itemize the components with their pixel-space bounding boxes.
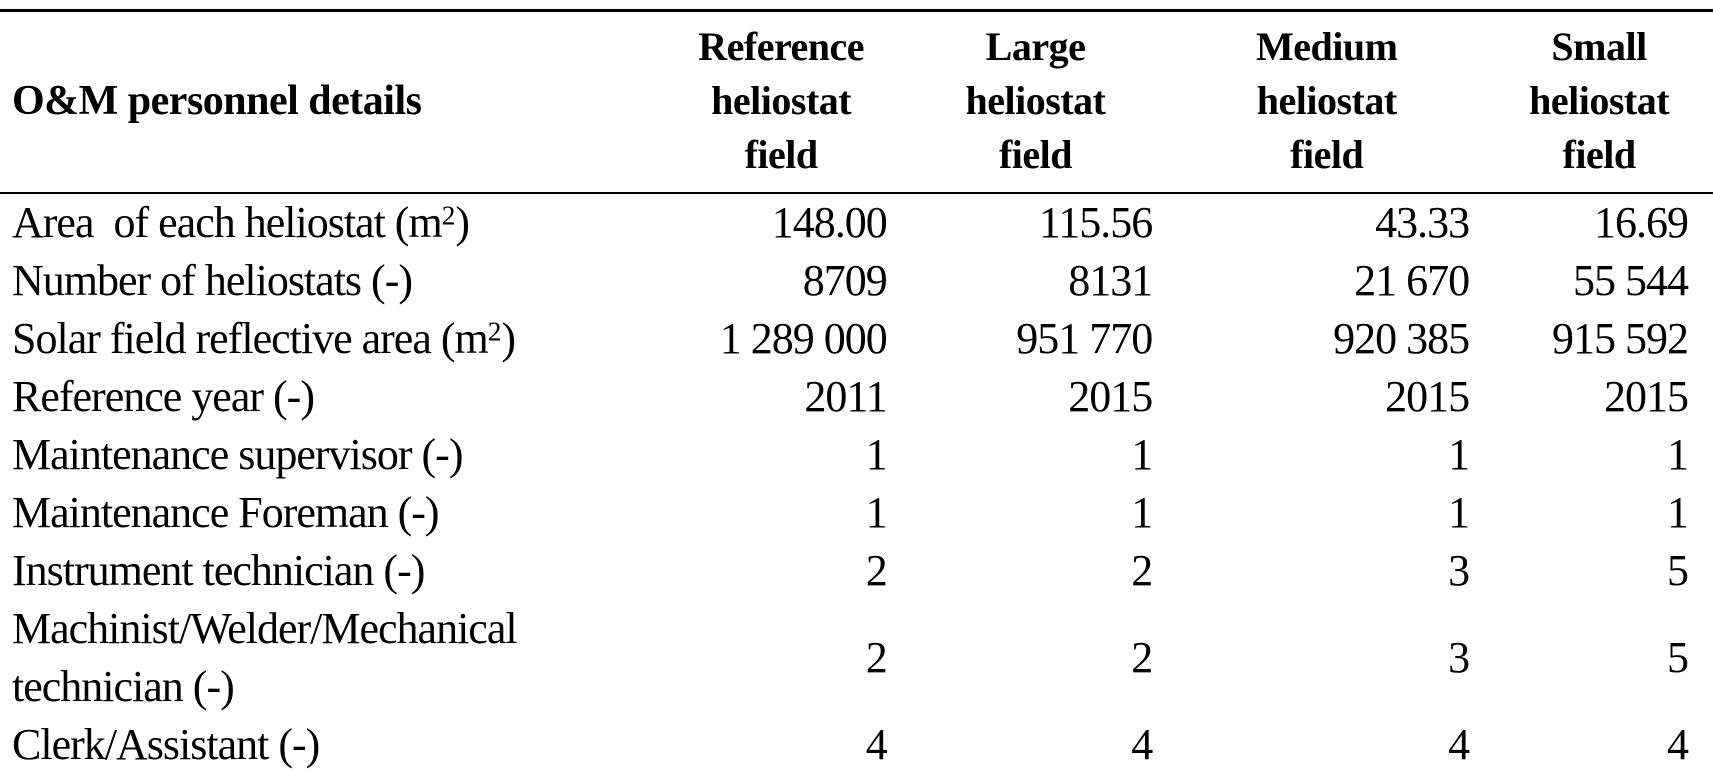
row-label: Reference year (-) (12, 372, 315, 421)
table-row: Maintenance Foreman (-) 1 1 1 1 (0, 484, 1713, 542)
header-line: field (744, 132, 819, 177)
header-line: heliostat (965, 78, 1106, 123)
row-label: Area of each heliostat (m2) (12, 198, 470, 247)
value-cell: 2 (1131, 546, 1153, 595)
value-cell: 1 (865, 430, 888, 479)
row-label: Clerk/Assistant (-) (12, 720, 320, 769)
header-line: Medium (1255, 24, 1398, 69)
value-cell: 8131 (1068, 256, 1153, 305)
header-line: heliostat (1256, 78, 1397, 123)
row-label: Machinist/Welder/Mechanical technician (… (12, 604, 518, 711)
value-cell: 2011 (804, 372, 887, 421)
value-cell: 1 (1448, 488, 1470, 537)
table-header: O&M personnel details Reference heliostat… (0, 10, 1713, 194)
table-row: Machinist/Welder/Mechanical technician (… (0, 600, 1713, 716)
table-row: Number of heliostats (-) 8709 8131 21 670 55… (0, 252, 1713, 310)
header-row: O&M personnel details Reference heliostat… (0, 10, 1713, 194)
table-row: Area of each heliostat (m2) 148.00 115.56 4… (0, 193, 1713, 252)
value-cell: 951 770 (1016, 314, 1153, 363)
value-cell: 2015 (1604, 372, 1689, 421)
row-label: Number of heliostats (-) (12, 256, 413, 305)
value-cell: 915 592 (1552, 314, 1689, 363)
value-cell: 1 (1131, 430, 1153, 479)
value-cell: 1 (865, 488, 888, 537)
value-cell: 3 (1448, 546, 1470, 595)
value-cell: 2 (865, 633, 888, 682)
om-personnel-table: O&M personnel details Reference heliostat… (0, 9, 1713, 771)
value-cell: 4 (1667, 720, 1689, 769)
table-row: Maintenance supervisor (-) 1 1 1 1 (0, 426, 1713, 484)
table-row: Reference year (-) 2011 2015 2015 2015 (0, 368, 1713, 426)
value-cell: 2 (1131, 633, 1153, 682)
value-cell: 2015 (1068, 372, 1153, 421)
value-cell: 1 (1448, 430, 1470, 479)
column-header-small: Small heliostat field (1485, 10, 1713, 194)
value-cell: 4 (1131, 720, 1153, 769)
value-cell: 3 (1448, 633, 1470, 682)
value-cell: 21 670 (1354, 256, 1470, 305)
header-line: Small (1551, 24, 1647, 69)
header-line: heliostat (711, 78, 852, 123)
row-label: Instrument technician (-) (12, 546, 425, 595)
value-cell: 1 (1667, 430, 1689, 479)
header-line: heliostat (1529, 78, 1670, 123)
corner-header-om-personnel-details: O&M personnel details (0, 10, 660, 194)
header-line: field (1290, 132, 1364, 177)
value-cell: 8709 (802, 256, 888, 305)
table-row: Clerk/Assistant (-) 4 4 4 4 (0, 716, 1713, 771)
value-cell: 16.69 (1594, 198, 1689, 247)
value-cell: 43.33 (1375, 198, 1470, 247)
value-cell: 1 289 000 (719, 314, 888, 363)
value-cell: 1 (1131, 488, 1153, 537)
column-header-medium: Medium heliostat field (1168, 10, 1486, 194)
value-cell: 55 544 (1573, 256, 1689, 305)
header-line: Large (985, 24, 1086, 69)
value-cell: 115.56 (1038, 198, 1153, 247)
value-cell: 148.00 (771, 198, 888, 247)
table-row: Solar field reflective area (m2) 1 289 00… (0, 310, 1713, 368)
table-body: Area of each heliostat (m2) 148.00 115.56 4… (0, 193, 1713, 771)
value-cell: 2 (865, 546, 888, 595)
value-cell: 5 (1667, 633, 1689, 682)
value-cell: 4 (865, 720, 888, 769)
row-label: Solar field reflective area (m2) (12, 314, 516, 363)
value-cell: 920 385 (1333, 314, 1470, 363)
header-line: field (998, 132, 1073, 177)
value-cell: 4 (1448, 720, 1470, 769)
column-header-large: Large heliostat field (902, 10, 1169, 194)
value-cell: 5 (1667, 546, 1689, 595)
superscript-2: 2 (441, 200, 456, 231)
row-label: Maintenance Foreman (-) (12, 488, 440, 537)
column-header-reference: Reference heliostat field (659, 10, 903, 194)
header-line: Reference (698, 24, 865, 69)
superscript-2: 2 (487, 316, 502, 347)
value-cell: 1 (1667, 488, 1689, 537)
table-row: Instrument technician (-) 2 2 3 5 (0, 542, 1713, 600)
value-cell: 2015 (1385, 372, 1470, 421)
header-line: field (1562, 132, 1637, 177)
row-label: Maintenance supervisor (-) (12, 430, 463, 479)
